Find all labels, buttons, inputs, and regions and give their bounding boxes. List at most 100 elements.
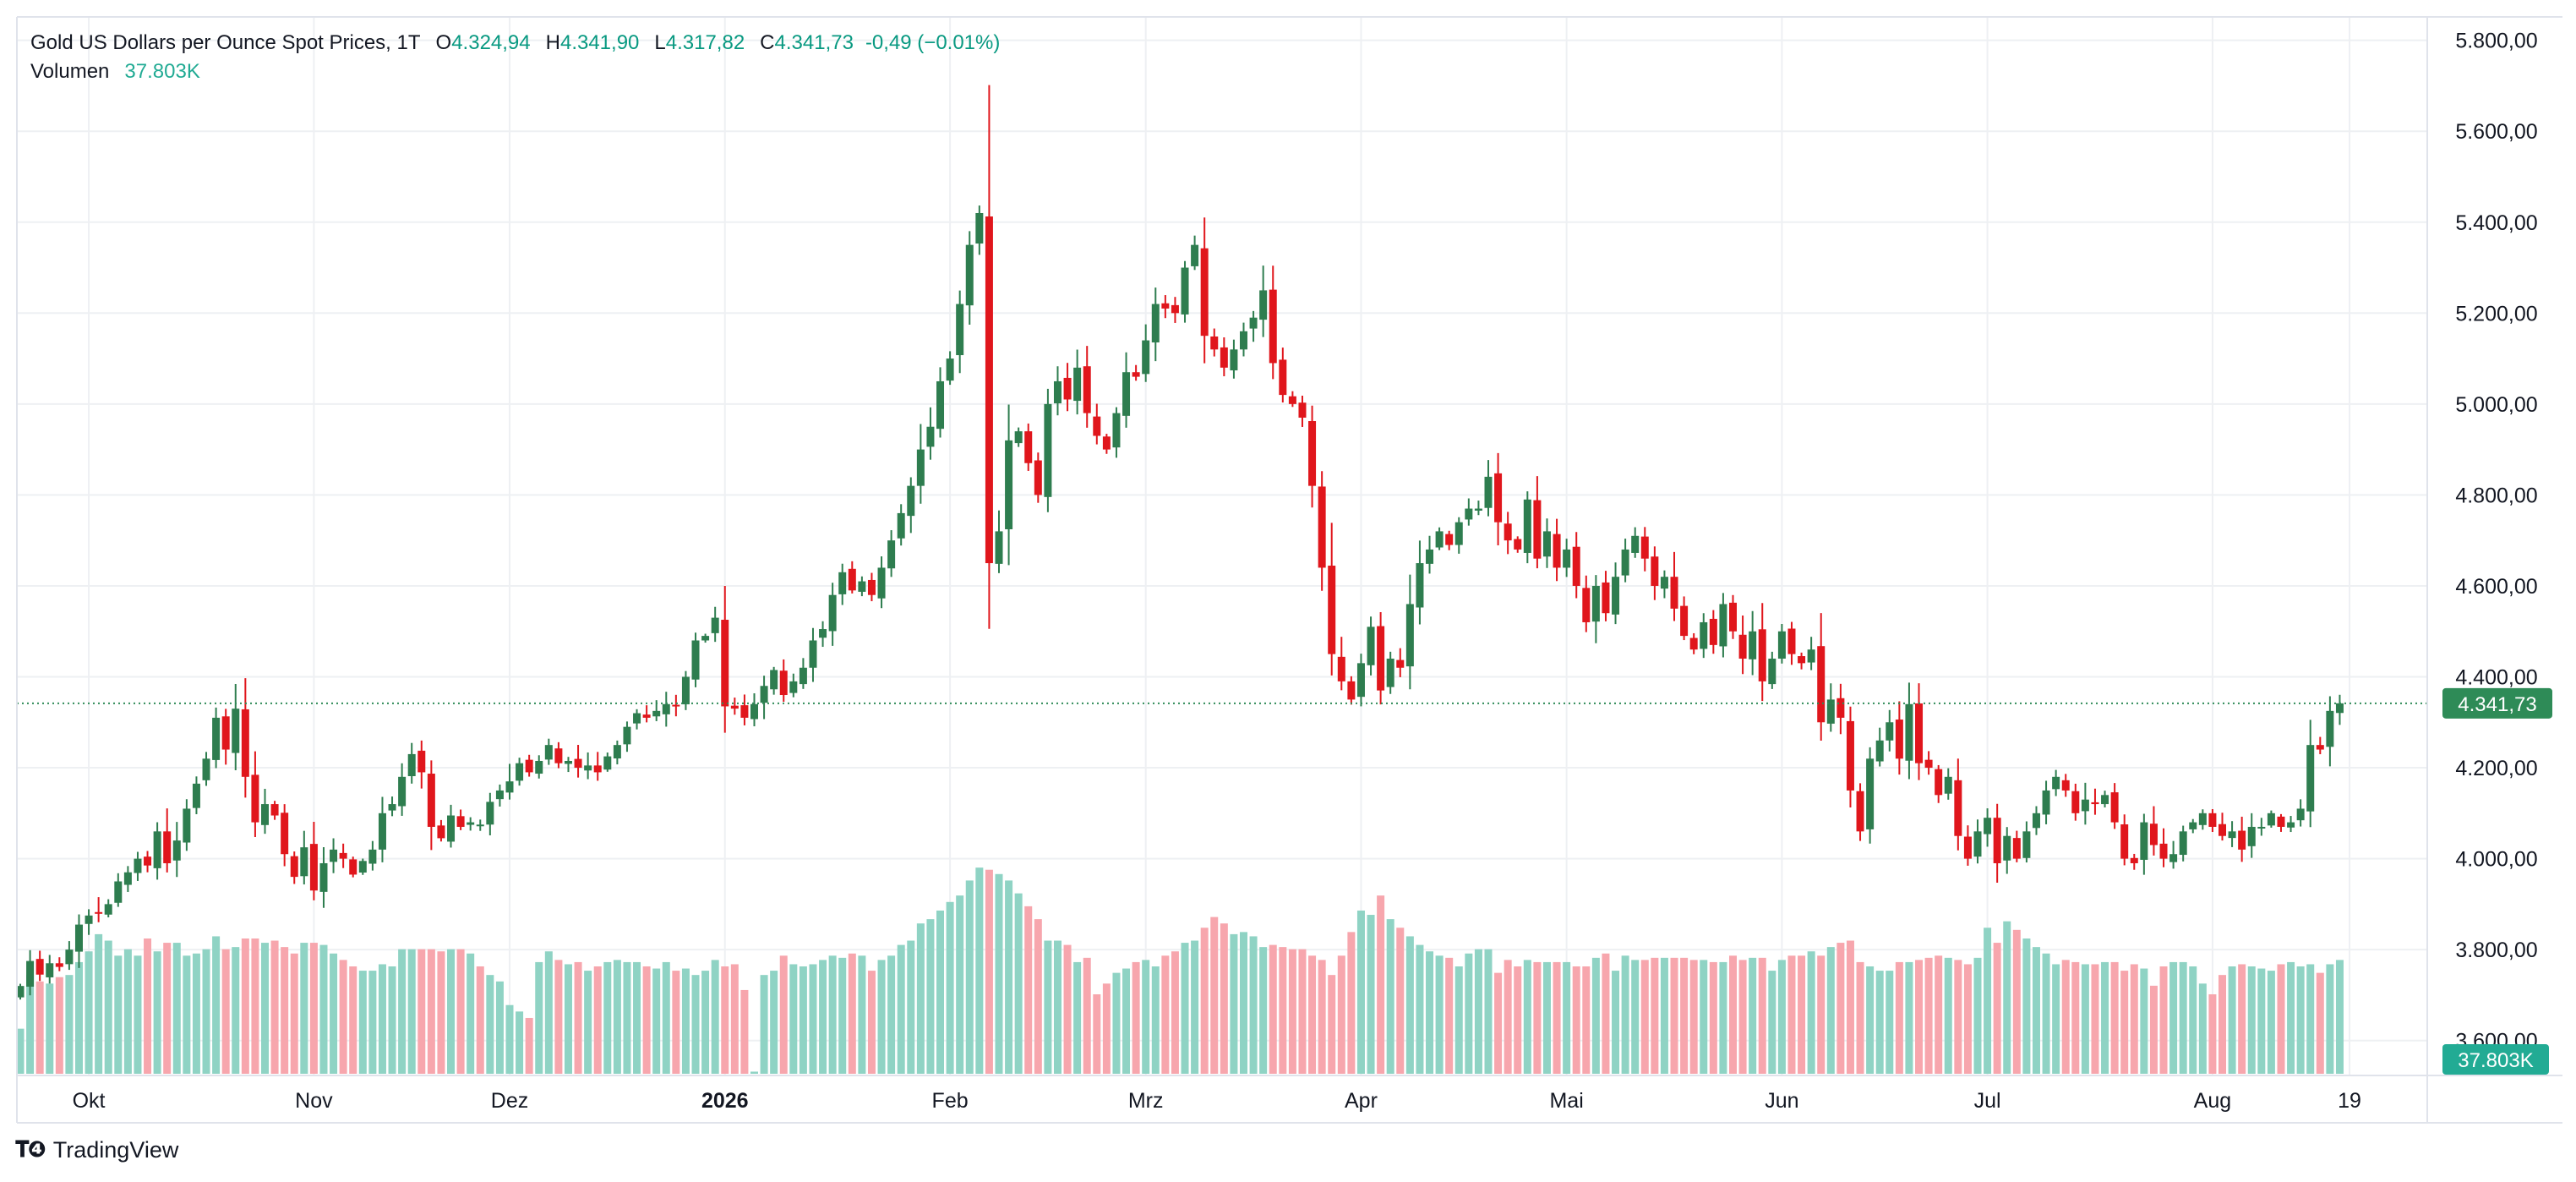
- volume-bar: [2277, 964, 2285, 1074]
- candle-body: [779, 670, 788, 696]
- candle-body: [1651, 556, 1659, 586]
- volume-bar: [1553, 961, 1561, 1074]
- volume-bar: [46, 983, 54, 1074]
- candle-body: [799, 667, 807, 685]
- candle-body: [2267, 813, 2275, 826]
- volume-bar: [1807, 951, 1815, 1074]
- candle-body: [2012, 838, 2021, 859]
- volume-bar: [828, 955, 837, 1074]
- volume-bar: [300, 943, 308, 1074]
- volume-bar: [887, 955, 896, 1074]
- volume-bar: [623, 961, 631, 1074]
- volume-bar: [1240, 932, 1247, 1074]
- volume-bar: [1093, 994, 1101, 1074]
- candle-body: [2061, 780, 2070, 791]
- volume-bar: [2238, 964, 2246, 1074]
- candle-body: [1514, 539, 1522, 550]
- volume-bar: [1337, 955, 1345, 1074]
- candle-body: [623, 726, 631, 745]
- candle-body: [290, 856, 298, 878]
- x-tick-label: 2026: [701, 1089, 749, 1113]
- candle-body: [319, 862, 328, 892]
- candle-body: [956, 304, 964, 356]
- candle-body: [2003, 835, 2011, 861]
- volume-value: 37.803K: [124, 60, 200, 83]
- x-tick-label: Mrz: [1128, 1089, 1164, 1113]
- candle-body: [867, 579, 876, 595]
- volume-bar: [1640, 960, 1649, 1074]
- volume-bar: [1631, 960, 1640, 1074]
- volume-bar: [1895, 961, 1903, 1074]
- volume-tag: 37.803K: [2442, 1044, 2549, 1075]
- candle-body: [1591, 585, 1600, 622]
- volume-bar: [2335, 960, 2344, 1074]
- y-tick-label: 4.800,00: [2455, 484, 2537, 507]
- volume-bar: [1670, 957, 1678, 1074]
- candle-body: [701, 636, 710, 641]
- volume-bar: [1984, 928, 1992, 1074]
- candle-body: [1640, 536, 1649, 559]
- axes: [16, 16, 2562, 1124]
- candle-body: [447, 815, 456, 842]
- candle-body: [2326, 710, 2334, 747]
- candle-body: [1631, 535, 1640, 553]
- candle-body: [1777, 631, 1786, 659]
- volume-bar: [946, 901, 954, 1074]
- candle-body: [232, 709, 240, 753]
- candle-body: [691, 640, 700, 680]
- volume-bar: [1122, 968, 1131, 1074]
- volume-bar: [95, 933, 103, 1074]
- candle-body: [358, 861, 367, 873]
- candle-body: [858, 581, 866, 592]
- volume-bar: [2003, 921, 2011, 1074]
- candle-body: [1269, 289, 1277, 364]
- candle-body: [1465, 508, 1473, 520]
- volume-bar: [55, 977, 63, 1074]
- volume-bar: [1191, 940, 1199, 1074]
- volume-bar: [1660, 957, 1668, 1074]
- volume-bar: [789, 964, 798, 1074]
- volume-bar: [2081, 964, 2089, 1074]
- volume-bar: [1651, 957, 1659, 1074]
- volume-bar: [652, 968, 661, 1074]
- candle-body: [613, 745, 621, 759]
- tradingview-branding[interactable]: 𝐓❹ TradingView: [15, 1136, 178, 1163]
- candle-body: [16, 986, 25, 998]
- candle-body: [1024, 431, 1033, 463]
- symbol-title[interactable]: Gold US Dollars per Ounce Spot Prices, 1…: [30, 31, 421, 54]
- candle-body: [770, 670, 778, 690]
- candle-body: [995, 531, 1003, 564]
- volume-bar: [2061, 960, 2070, 1074]
- candle-body: [378, 813, 386, 850]
- candle-body: [809, 640, 817, 668]
- volume-bar: [1533, 961, 1542, 1074]
- candle-body: [1288, 396, 1296, 404]
- volume-bar: [584, 971, 592, 1074]
- volume-bar: [192, 953, 200, 1074]
- volume-label[interactable]: Volumen: [30, 60, 110, 83]
- volume-bar: [1396, 928, 1405, 1074]
- volume-bar: [1680, 957, 1689, 1074]
- volume-bar: [261, 943, 269, 1074]
- candle-body: [1798, 656, 1806, 664]
- candle-body: [144, 856, 152, 866]
- candle-body: [2208, 813, 2217, 827]
- candle-body: [46, 963, 54, 977]
- candle-body: [740, 705, 749, 718]
- volume-bars: [16, 867, 2344, 1074]
- x-tick-label: Jun: [1765, 1089, 1798, 1113]
- volume-bar: [221, 949, 230, 1074]
- volume-bar: [2287, 961, 2295, 1074]
- x-tick-label: Nov: [295, 1089, 333, 1113]
- candle-body: [476, 824, 484, 827]
- candle-body: [1259, 290, 1268, 320]
- volume-bar: [505, 1004, 514, 1074]
- candle-body: [163, 831, 172, 863]
- volume-bar: [1758, 957, 1766, 1074]
- volume-bar: [212, 936, 221, 1074]
- candle-body: [544, 745, 553, 760]
- candle-body: [760, 686, 768, 703]
- volume-bar: [1356, 910, 1365, 1074]
- volume-bar: [1249, 936, 1258, 1074]
